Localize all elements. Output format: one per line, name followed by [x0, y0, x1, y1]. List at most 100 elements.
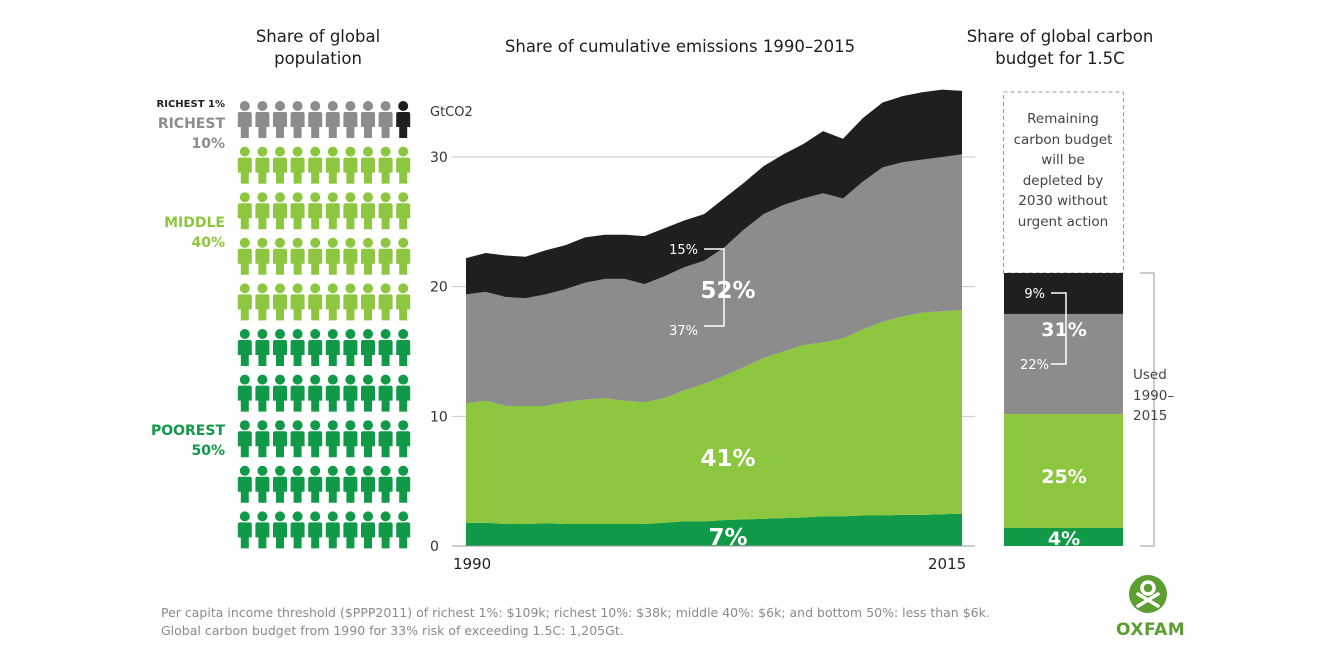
group-label-poorest-line1: POOREST: [150, 423, 225, 439]
person-icon: [308, 511, 323, 549]
person-icon: [308, 465, 323, 503]
person-icon: [325, 146, 340, 184]
person-icon: [290, 511, 305, 549]
person-icon: [343, 374, 358, 412]
person-icon: [308, 192, 323, 230]
area-middle: [466, 310, 962, 524]
person-icon: [343, 283, 358, 321]
person-icon: [361, 237, 375, 275]
oxfam-symbol-icon: [1129, 575, 1167, 613]
budget-label-combined: 31%: [1041, 319, 1086, 341]
budget-label-richest10: 22%: [1020, 358, 1049, 373]
person-icon: [255, 420, 270, 458]
oxfam-wordmark: OXFAM: [1116, 620, 1186, 640]
person-icon: [396, 283, 411, 321]
group-label-richest-10: RICHEST 10%: [120, 114, 225, 154]
person-icon: [343, 237, 358, 275]
footnote-budget: Global carbon budget from 1990 for 33% r…: [161, 623, 624, 638]
person-icon: [396, 420, 411, 458]
budget-segment-poorest: [1004, 527, 1123, 546]
person-icon: [325, 237, 340, 275]
label-middle-share: 41%: [700, 446, 755, 472]
person-icon: [237, 283, 252, 321]
person-icon: [396, 465, 411, 503]
person-icon: [237, 237, 252, 275]
person-icon: [290, 374, 305, 412]
budget-bracket: [1051, 292, 1067, 365]
person-icon: [237, 465, 252, 503]
person-icon: [378, 420, 393, 458]
person-icon: [343, 101, 358, 138]
budget-label-richest1: 9%: [1024, 287, 1045, 302]
person-icon: [308, 329, 323, 366]
person-icon: [290, 420, 305, 458]
person-icon: [343, 192, 358, 230]
person-icon: [255, 329, 270, 366]
person-icon: [273, 420, 287, 458]
bracket-richest: [704, 248, 725, 327]
y-tick-label: 20: [430, 280, 448, 296]
person-icon: [361, 511, 375, 549]
person-icon: [255, 146, 270, 184]
person-icon: [308, 146, 323, 184]
person-icon: [255, 283, 270, 321]
person-icon: [378, 329, 393, 366]
group-label-poorest-line2: 50%: [191, 443, 225, 459]
person-icon: [361, 374, 375, 412]
person-icon: [361, 465, 375, 503]
person-icon: [237, 101, 252, 138]
person-icon: [255, 237, 270, 275]
person-icon: [308, 237, 323, 275]
person-icon: [255, 511, 270, 549]
person-icon: [325, 101, 340, 138]
person-icon: [396, 374, 411, 412]
y-tick-label: 10: [430, 409, 448, 425]
person-icon: [378, 146, 393, 184]
person-icon: [343, 420, 358, 458]
person-icon: [343, 329, 358, 366]
oxfam-logo: OXFAM: [1116, 574, 1186, 640]
person-icon: [396, 511, 411, 549]
person-icon: [237, 420, 252, 458]
used-label: Used 1990–2015: [1133, 367, 1175, 424]
x-tick-label: 2015: [928, 555, 966, 573]
group-label-poorest: POOREST 50%: [120, 421, 225, 461]
person-icon: [273, 283, 287, 321]
group-label-middle-line1: MIDDLE: [164, 215, 225, 231]
person-icon: [396, 146, 411, 184]
person-icon: [237, 146, 252, 184]
budget-header: Share of global carbon budget for 1.5C: [966, 27, 1154, 68]
person-icon: [325, 192, 340, 230]
footnote-income: Per capita income threshold ($PPP2011) o…: [161, 605, 990, 620]
person-icon: [273, 511, 287, 549]
person-icon: [237, 511, 252, 549]
budget-label-middle: 25%: [1041, 466, 1086, 488]
person-icon: [325, 511, 340, 549]
used-bracket: [1140, 272, 1155, 547]
person-icon: [273, 374, 287, 412]
person-icon: [255, 101, 270, 138]
y-axis-unit: GtCO2: [430, 105, 473, 120]
area-poorest: [466, 513, 962, 546]
y-tick-label: 30: [430, 150, 448, 166]
budget-segment-middle: [1004, 414, 1123, 528]
person-icon: [290, 101, 305, 138]
person-icon: [361, 283, 375, 321]
label-combined-richest10: 52%: [700, 278, 755, 304]
person-icon: [325, 329, 340, 366]
person-icon: [361, 420, 375, 458]
person-icon: [396, 329, 411, 366]
person-icon: [273, 237, 287, 275]
person-icon: [396, 101, 411, 138]
label-richest1-share: 15%: [669, 243, 698, 258]
person-icon: [255, 374, 270, 412]
person-icon: [325, 420, 340, 458]
person-icon: [308, 374, 323, 412]
person-icon: [378, 192, 393, 230]
person-icon: [325, 283, 340, 321]
person-icon: [343, 511, 358, 549]
person-icon: [378, 374, 393, 412]
remaining-budget-note: Remaining carbon budget will be depleted…: [1013, 111, 1113, 230]
person-icon: [237, 374, 252, 412]
emissions-header: Share of cumulative emissions 1990–2015: [504, 37, 856, 56]
